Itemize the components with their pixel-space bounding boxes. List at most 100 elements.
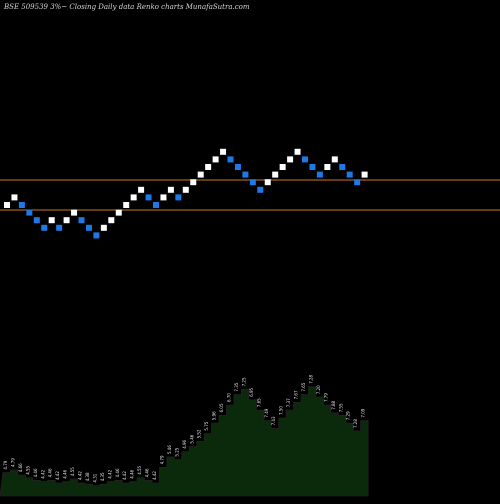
volume-label: 6.05 (219, 403, 224, 412)
volume-label: 4.35 (100, 472, 105, 481)
volume-label: 6.70 (227, 393, 232, 402)
renko-brick-up (138, 186, 145, 193)
renko-brick-down (242, 171, 249, 178)
renko-brick-down (18, 202, 25, 208)
volume-label: 5.52 (197, 429, 202, 438)
renko-brick-down (346, 171, 353, 178)
renko-brick-up (123, 202, 130, 208)
volume-label: 7.35 (234, 382, 239, 391)
volume-label: 4.96 (182, 439, 187, 448)
renko-brick-up (48, 217, 55, 224)
volume-label: 7.55 (338, 403, 343, 412)
renko-brick-up (167, 186, 174, 193)
renko-brick-up (190, 179, 197, 186)
volume-label: 4.55 (70, 467, 75, 476)
volume-label: 7.79 (323, 393, 328, 402)
volume-label: 5.46 (167, 445, 172, 454)
renko-brick-down (41, 224, 48, 231)
volume-label: 4.42 (107, 469, 112, 478)
volume-label: 7.65 (256, 398, 261, 407)
renko-brick-up (212, 156, 219, 163)
volume-label: 5.25 (174, 447, 179, 456)
volume-label: 7.67 (294, 390, 299, 399)
volume-label: 4.46 (63, 469, 68, 478)
renko-brick-down (175, 194, 182, 201)
volume-label: 7.49 (264, 408, 269, 417)
renko-brick-up (287, 156, 294, 163)
renko-brick-up (182, 186, 189, 193)
renko-brick-down (316, 171, 323, 178)
renko-brick-up (220, 148, 227, 155)
volume-label: 4.46 (145, 468, 150, 477)
volume-label: 4.42 (78, 471, 83, 480)
renko-brick-up (361, 171, 368, 178)
volume-label: 4.46 (33, 468, 38, 477)
volume-label: 4.55 (137, 465, 142, 474)
volume-label: 4.42 (40, 469, 45, 478)
volume-label: 4.79 (10, 458, 15, 467)
renko-brick-down (85, 224, 92, 231)
renko-brick-up (205, 164, 212, 170)
renko-brick-down (339, 164, 346, 170)
volume-label: 4.66 (18, 463, 23, 472)
renko-brick-down (227, 156, 234, 163)
chart-title: BSE 509539 3%~ Closing Daily data Renko … (4, 3, 250, 11)
renko-brick-up (108, 217, 115, 224)
volume-label: 7.43 (271, 416, 276, 425)
renko-brick-down (33, 217, 40, 224)
renko-brick-down (354, 179, 361, 186)
renko-brick-up (324, 164, 331, 170)
volume-label: 7.20 (316, 385, 321, 394)
renko-brick-down (249, 179, 256, 186)
renko-brick-up (294, 148, 301, 155)
renko-brick-up (100, 224, 107, 231)
volume-label: 4.79 (160, 455, 165, 464)
renko-brick-down (26, 209, 33, 216)
volume-label: 4.38 (85, 472, 90, 481)
renko-brick-down (145, 194, 152, 201)
volume-label: 5.75 (204, 421, 209, 430)
renko-brick-down (234, 164, 241, 170)
renko-brick-down (309, 164, 316, 170)
volume-label: 4.79 (3, 460, 8, 469)
volume-label: 6.95 (249, 387, 254, 396)
volume-label: 7.29 (346, 411, 351, 420)
volume-label: 4.55 (25, 465, 30, 474)
renko-brick-up (11, 194, 18, 201)
renko-brick-up (264, 179, 271, 186)
renko-brick-up (331, 156, 338, 163)
renko-brick-down (93, 232, 100, 239)
renko-brick-down (153, 202, 159, 208)
volume-label: 7.09 (361, 408, 366, 417)
renko-brick-up (71, 209, 78, 216)
renko-brick-up (272, 171, 279, 178)
volume-label: 7.50 (279, 406, 284, 415)
renko-brick-up (115, 209, 122, 216)
volume-label: 4.46 (115, 468, 120, 477)
volume-label: 7.28 (353, 419, 358, 428)
volume-label: 5.96 (212, 411, 217, 420)
renko-brick-down (78, 217, 85, 224)
volume-label: 4.42 (122, 471, 127, 480)
volume-label: 5.46 (189, 434, 194, 443)
renko-brick-up (4, 202, 10, 208)
volume-label: 4.46 (130, 469, 135, 478)
renko-brick-up (279, 164, 286, 170)
renko-brick-down (56, 224, 63, 231)
renko-brick-up (160, 194, 167, 201)
volume-label: 7.65 (301, 382, 306, 391)
renko-brick-up (197, 171, 204, 178)
volume-label: 7.88 (331, 400, 336, 409)
renko-brick-down (257, 186, 264, 193)
volume-area (0, 386, 369, 497)
volume-label: 7.25 (241, 377, 246, 386)
volume-label: 7.28 (308, 374, 313, 383)
volume-label: 4.31 (92, 473, 97, 482)
renko-brick-up (130, 194, 137, 201)
renko-brick-down (302, 156, 308, 163)
volume-label: 7.37 (286, 398, 291, 407)
renko-brick-up (63, 217, 70, 224)
volume-label: 4.46 (48, 468, 53, 477)
